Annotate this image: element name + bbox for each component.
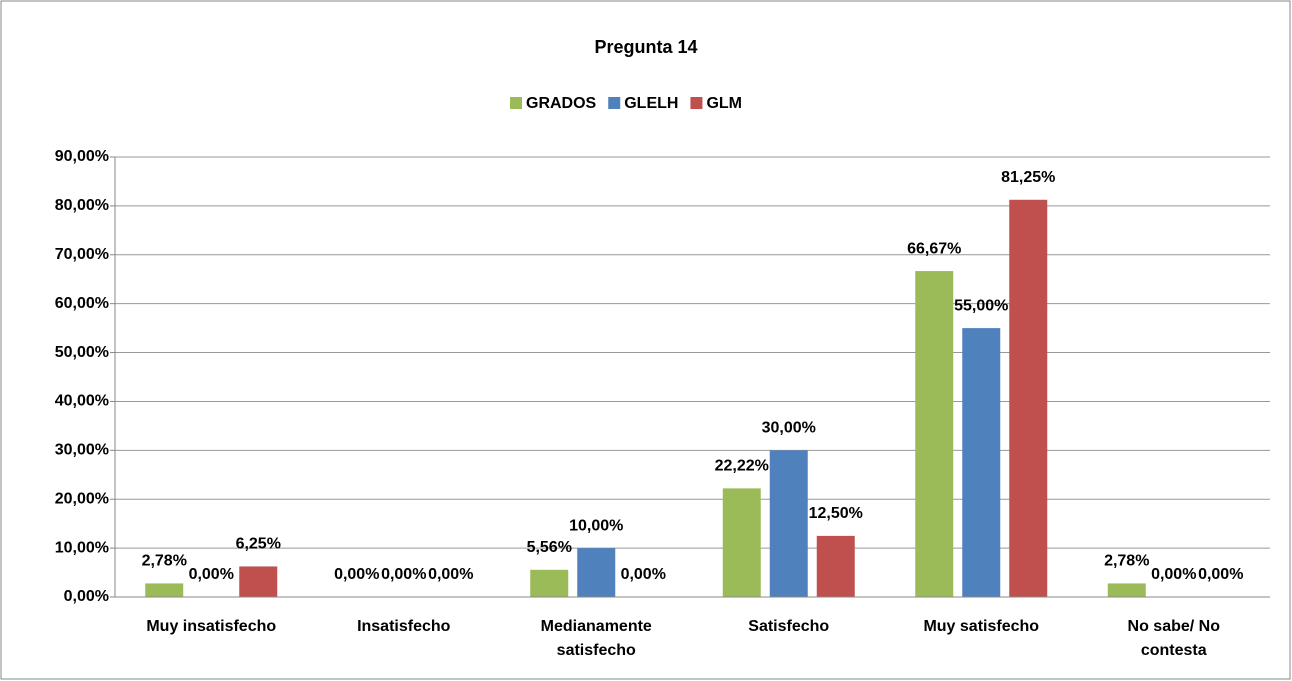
bar	[816, 535, 855, 597]
y-tick-label: 80,00%	[55, 197, 109, 214]
bar	[1107, 583, 1146, 597]
value-label: 0,00%	[334, 566, 379, 583]
legend-label: GLM	[706, 95, 742, 112]
bar	[1009, 199, 1048, 597]
x-tick-label: Muy satisfecho	[923, 618, 1040, 635]
value-label: 6,25%	[236, 536, 281, 553]
chart-title: Pregunta 14	[594, 37, 697, 57]
y-tick-label: 30,00%	[55, 442, 109, 459]
value-label: 30,00%	[762, 420, 816, 437]
value-label: 22,22%	[715, 458, 769, 475]
value-label: 66,67%	[907, 240, 961, 257]
value-label: 2,78%	[142, 553, 187, 570]
bar	[769, 450, 808, 597]
bar	[962, 328, 1001, 597]
legend-swatch	[608, 97, 621, 109]
x-tick-label: Satisfecho	[748, 618, 830, 635]
x-tick-label: Muy insatisfecho	[146, 618, 277, 635]
x-tick-label: No sabe/ No contesta	[1127, 618, 1220, 659]
bar	[145, 583, 184, 597]
value-label: 2,78%	[1104, 553, 1149, 570]
x-tick-label: Medianamente satisfecho	[540, 618, 652, 659]
value-label: 0,00%	[189, 566, 234, 583]
value-label: 0,00%	[428, 566, 473, 583]
value-label: 0,00%	[1151, 566, 1196, 583]
bar	[722, 488, 761, 597]
legend-swatch	[510, 97, 522, 109]
value-label: 12,50%	[809, 505, 863, 522]
y-tick-label: 40,00%	[55, 393, 109, 410]
legend-label: GRADOS	[526, 95, 597, 112]
bar	[577, 548, 616, 597]
bar	[915, 271, 954, 597]
y-tick-label: 20,00%	[55, 490, 109, 507]
value-label: 10,00%	[569, 517, 623, 534]
value-label: 0,00%	[621, 566, 666, 583]
legend-label: GLELH	[624, 95, 678, 112]
y-tick-label: 10,00%	[55, 539, 109, 556]
y-tick-label: 70,00%	[55, 246, 109, 263]
y-tick-label: 0,00%	[64, 588, 109, 605]
y-tick-label: 60,00%	[55, 295, 109, 312]
value-label: 0,00%	[381, 566, 426, 583]
y-tick-label: 50,00%	[55, 344, 109, 361]
bar	[239, 566, 278, 597]
value-label: 55,00%	[954, 297, 1008, 314]
legend-swatch	[690, 97, 703, 109]
bar	[530, 569, 569, 597]
value-label: 81,25%	[1001, 169, 1055, 186]
y-tick-label: 90,00%	[55, 148, 109, 165]
value-label: 0,00%	[1198, 566, 1243, 583]
x-tick-label: Insatisfecho	[357, 618, 451, 635]
value-label: 5,56%	[527, 539, 572, 556]
